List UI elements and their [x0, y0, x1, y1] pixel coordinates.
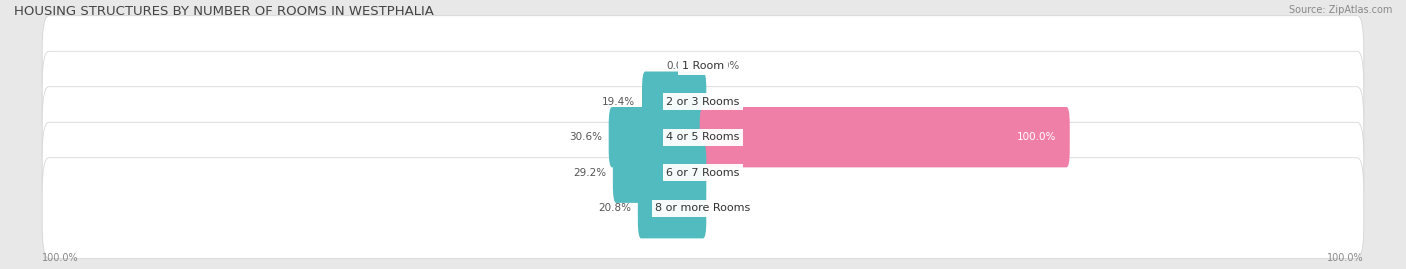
FancyBboxPatch shape [42, 87, 1364, 187]
Text: 6 or 7 Rooms: 6 or 7 Rooms [666, 168, 740, 178]
FancyBboxPatch shape [42, 51, 1364, 152]
Text: 0.0%: 0.0% [713, 203, 740, 213]
Text: 20.8%: 20.8% [598, 203, 631, 213]
FancyBboxPatch shape [700, 107, 1070, 167]
Text: Source: ZipAtlas.com: Source: ZipAtlas.com [1288, 5, 1392, 15]
Text: 4 or 5 Rooms: 4 or 5 Rooms [666, 132, 740, 142]
FancyBboxPatch shape [42, 122, 1364, 223]
Text: 29.2%: 29.2% [574, 168, 606, 178]
FancyBboxPatch shape [42, 16, 1364, 116]
Text: 0.0%: 0.0% [713, 168, 740, 178]
Text: 0.0%: 0.0% [666, 61, 693, 71]
FancyBboxPatch shape [638, 178, 706, 238]
FancyBboxPatch shape [609, 107, 706, 167]
Text: 19.4%: 19.4% [602, 97, 636, 107]
Text: 0.0%: 0.0% [713, 61, 740, 71]
FancyBboxPatch shape [613, 143, 706, 203]
Text: 8 or more Rooms: 8 or more Rooms [655, 203, 751, 213]
Text: 1 Room: 1 Room [682, 61, 724, 71]
Text: 100.0%: 100.0% [42, 253, 79, 263]
Text: 2 or 3 Rooms: 2 or 3 Rooms [666, 97, 740, 107]
Text: 100.0%: 100.0% [1017, 132, 1056, 142]
Text: HOUSING STRUCTURES BY NUMBER OF ROOMS IN WESTPHALIA: HOUSING STRUCTURES BY NUMBER OF ROOMS IN… [14, 5, 434, 18]
FancyBboxPatch shape [643, 72, 706, 132]
FancyBboxPatch shape [42, 158, 1364, 259]
Text: 30.6%: 30.6% [569, 132, 602, 142]
Text: 0.0%: 0.0% [713, 97, 740, 107]
Text: 100.0%: 100.0% [1327, 253, 1364, 263]
